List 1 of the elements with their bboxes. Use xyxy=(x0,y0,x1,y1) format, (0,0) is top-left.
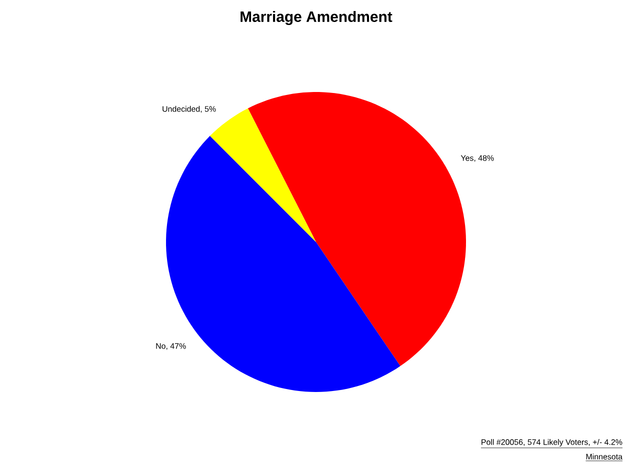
chart-title: Marriage Amendment xyxy=(240,11,392,25)
